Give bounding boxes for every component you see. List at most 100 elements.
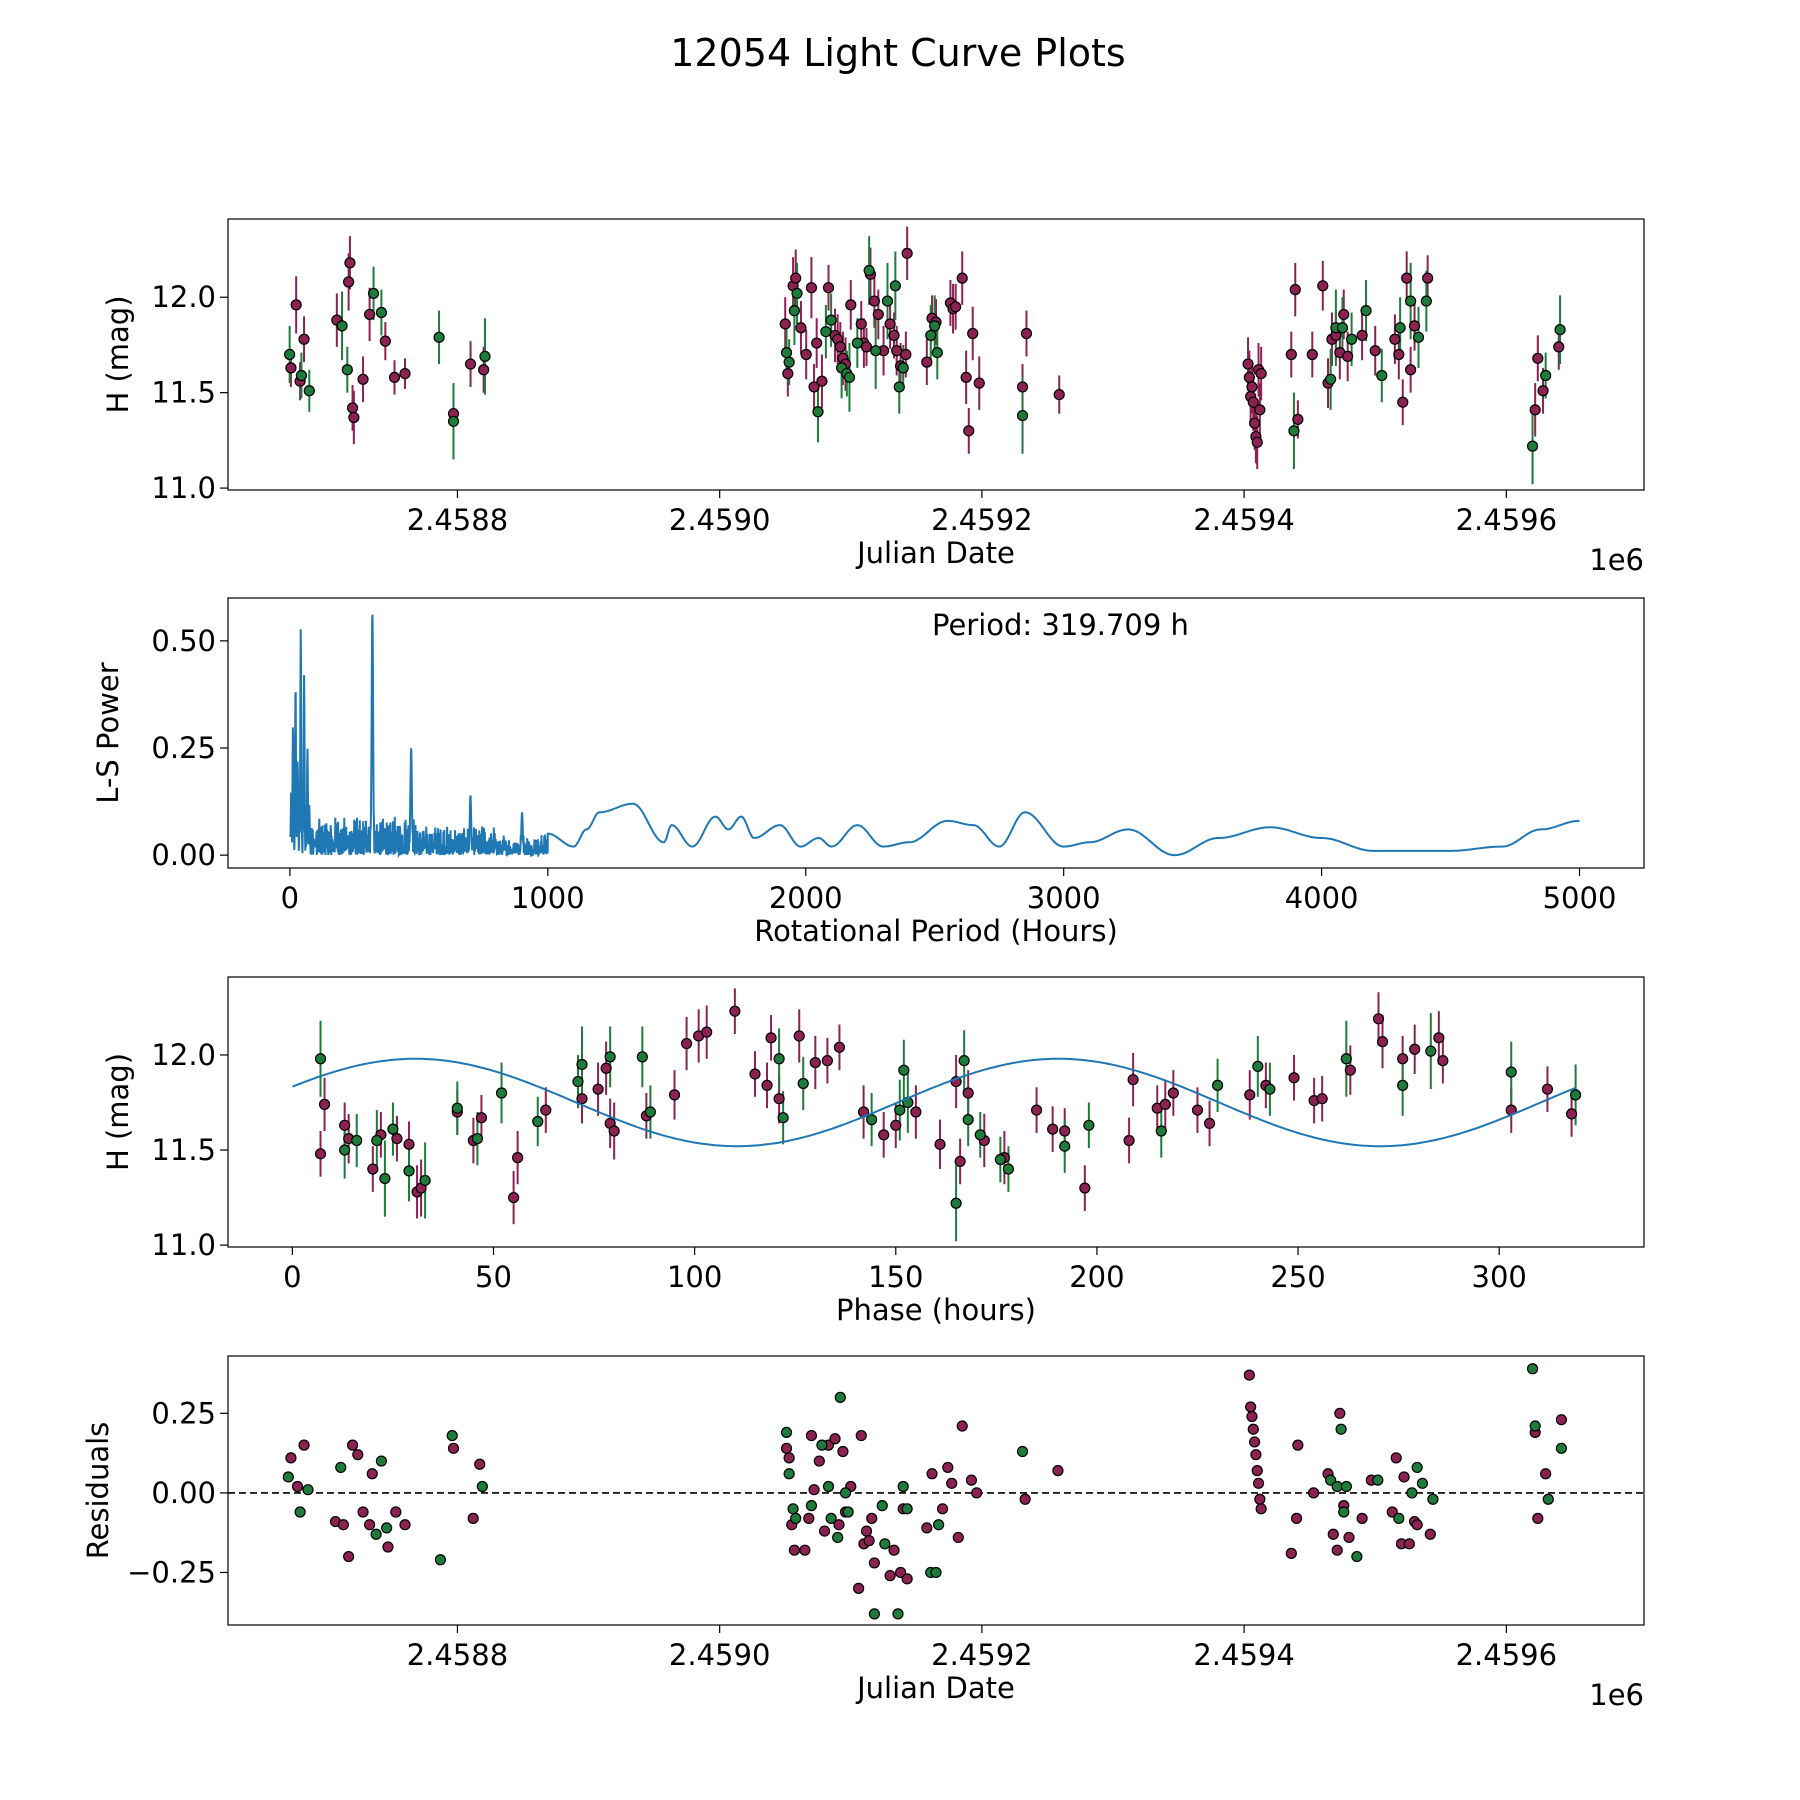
data-point-magenta xyxy=(1411,1519,1423,1531)
data-point-green xyxy=(892,1608,904,1620)
data-point-magenta xyxy=(1020,327,1033,340)
data-point-magenta xyxy=(1316,1093,1328,1105)
data-point-magenta xyxy=(1285,1547,1297,1559)
data-point-magenta xyxy=(829,1433,841,1445)
data-point-magenta xyxy=(866,1512,878,1524)
phase-folded-panel: 0 50 100 150 200 250 300 11.0 11.5 12.0 Phase (hou… xyxy=(101,976,1645,1327)
data-point-magenta xyxy=(833,1041,846,1053)
data-point-green xyxy=(825,1512,837,1524)
data-point-magenta xyxy=(467,1512,479,1524)
data-point-magenta xyxy=(1123,1134,1135,1147)
data-point-magenta xyxy=(1338,308,1350,321)
data-point-magenta xyxy=(950,301,962,313)
x-tick-label: 200 xyxy=(1069,1260,1124,1294)
data-point-magenta xyxy=(818,1525,831,1537)
data-point-magenta xyxy=(901,1573,913,1585)
data-point-green xyxy=(1555,1442,1568,1454)
data-point-green xyxy=(1340,1480,1352,1493)
data-point-magenta xyxy=(1331,1544,1343,1556)
data-point-magenta xyxy=(1398,1471,1410,1483)
data-point-magenta xyxy=(1405,364,1417,376)
x-tick-label: 2.4596 xyxy=(1456,503,1557,537)
data-point-magenta xyxy=(337,1519,349,1531)
data-point-magenta xyxy=(508,1191,520,1204)
data-point-magenta xyxy=(1016,381,1029,393)
data-point-green xyxy=(893,381,905,393)
data-point-magenta xyxy=(934,1138,946,1150)
data-point-magenta xyxy=(837,1445,849,1458)
data-point-green xyxy=(863,264,875,277)
data-point-magenta xyxy=(901,247,913,259)
data-point-green xyxy=(780,1426,793,1439)
data-point-magenta xyxy=(773,1093,785,1105)
y-tick-label: 11.0 xyxy=(151,1228,216,1262)
data-point-magenta xyxy=(391,1133,403,1145)
data-point-magenta xyxy=(821,1055,833,1067)
data-point-green xyxy=(843,371,856,384)
data-point-magenta xyxy=(403,1138,415,1150)
figure-title: 12054 Light Curve Plots xyxy=(670,31,1125,75)
data-point-magenta xyxy=(1386,1506,1398,1518)
data-point-green xyxy=(370,1528,382,1540)
data-point-magenta xyxy=(952,1531,964,1544)
data-point-magenta xyxy=(1047,1123,1059,1135)
x-tick-label: 2.4588 xyxy=(407,1638,508,1672)
data-point-magenta xyxy=(680,1037,693,1050)
data-point-magenta xyxy=(1327,1528,1339,1540)
data-point-green xyxy=(1416,1477,1429,1489)
data-point-green xyxy=(816,1439,828,1451)
data-point-magenta xyxy=(1343,1531,1355,1544)
data-point-magenta xyxy=(1248,1436,1261,1448)
data-point-green xyxy=(790,1512,802,1524)
period-annotation: Period: 319.709 h xyxy=(932,608,1189,642)
data-point-green xyxy=(604,1051,616,1063)
data-point-magenta xyxy=(382,1541,394,1553)
data-point-green xyxy=(314,1053,327,1065)
data-point-green xyxy=(898,1064,910,1076)
data-point-magenta xyxy=(1250,1449,1262,1461)
data-point-magenta xyxy=(1342,350,1354,363)
data-point-magenta xyxy=(1401,272,1413,284)
data-point-green xyxy=(1340,1053,1352,1065)
data-point-magenta xyxy=(1397,396,1409,408)
data-point-magenta xyxy=(956,272,968,284)
plot-frame xyxy=(227,976,1645,1248)
data-point-green xyxy=(1529,1420,1541,1432)
data-point-magenta xyxy=(1191,1104,1204,1116)
data-point-green xyxy=(1331,1480,1343,1493)
data-point-green xyxy=(889,280,901,292)
data-point-green xyxy=(1526,440,1539,452)
data-point-magenta xyxy=(1203,1117,1216,1130)
data-point-magenta xyxy=(608,1125,620,1137)
x-tick-label: 2.4592 xyxy=(931,1638,1032,1672)
data-point-magenta xyxy=(1245,1401,1257,1413)
data-point-green xyxy=(375,306,387,319)
data-point-magenta xyxy=(290,299,302,311)
data-point-magenta xyxy=(344,257,356,269)
data-point-magenta xyxy=(808,381,820,393)
periodogram-panel: 0 1000 2000 3000 4000 5000 0.00 0.25 0.50 Rotatio… xyxy=(91,597,1645,948)
x-tick-label: 2.4594 xyxy=(1193,1638,1294,1672)
data-point-magenta xyxy=(1292,1439,1304,1451)
data-point-magenta xyxy=(343,276,355,288)
data-point-magenta xyxy=(853,1582,865,1594)
data-point-green xyxy=(403,1165,415,1177)
x-tick-label: 3000 xyxy=(1027,881,1101,915)
data-point-magenta xyxy=(803,1512,815,1524)
data-point-green xyxy=(351,1134,363,1147)
data-point-green xyxy=(576,1058,588,1071)
data-point-magenta xyxy=(357,1506,369,1518)
data-point-magenta xyxy=(1537,385,1549,397)
data-point-green xyxy=(1360,305,1372,317)
y-tick-label: −0.25 xyxy=(127,1555,216,1589)
data-point-magenta xyxy=(1247,396,1259,408)
data-point-green xyxy=(381,1522,393,1534)
light-curve-panel: 2.4588 2.4590 2.4592 2.4594 2.4596 11.0 11.5 12… xyxy=(101,218,1645,577)
data-point-magenta xyxy=(1369,345,1381,357)
data-point-magenta xyxy=(1289,284,1301,296)
data-point-magenta xyxy=(921,356,933,368)
x-tick-label: 2.4590 xyxy=(669,503,770,537)
data-point-magenta xyxy=(298,1439,310,1451)
data-point-magenta xyxy=(1247,1423,1259,1435)
plot-frame xyxy=(227,1355,1645,1626)
